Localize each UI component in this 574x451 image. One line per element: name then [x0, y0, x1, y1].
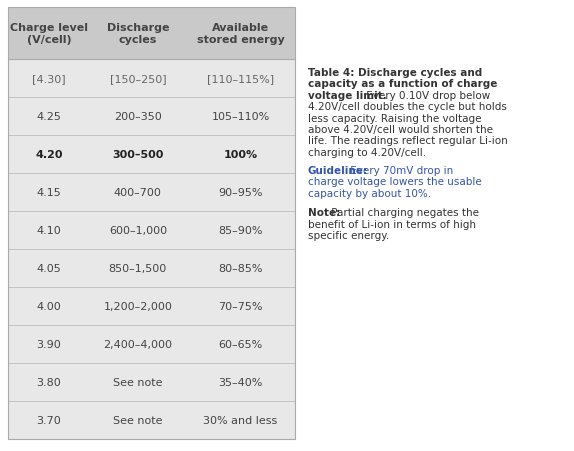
Text: specific energy.: specific energy.: [308, 230, 389, 240]
Text: 3.80: 3.80: [37, 377, 61, 387]
Text: [4.30]: [4.30]: [32, 74, 65, 84]
Text: capacity as a function of charge: capacity as a function of charge: [308, 79, 498, 89]
Text: Partial charging negates the: Partial charging negates the: [328, 208, 479, 218]
Bar: [8, 8, 295, 439]
Text: 1,200–2,000: 1,200–2,000: [103, 301, 172, 311]
Text: 30% and less: 30% and less: [203, 415, 278, 425]
Bar: [8, 8, 295, 60]
Text: 105–110%: 105–110%: [211, 112, 270, 122]
Text: 80–85%: 80–85%: [218, 263, 263, 273]
Text: Every 70mV drop in: Every 70mV drop in: [347, 166, 453, 175]
Text: See note: See note: [113, 415, 162, 425]
Text: above 4.20V/cell would shorten the: above 4.20V/cell would shorten the: [308, 125, 493, 135]
Text: Available
stored energy: Available stored energy: [196, 23, 284, 45]
Text: 3.70: 3.70: [37, 415, 61, 425]
Text: Guideline:: Guideline:: [308, 166, 368, 175]
Text: 4.20: 4.20: [35, 150, 63, 160]
Text: 300–500: 300–500: [112, 150, 164, 160]
Text: 600–1,000: 600–1,000: [109, 226, 167, 235]
Text: 90–95%: 90–95%: [218, 188, 263, 198]
Text: Charge level
(V/cell): Charge level (V/cell): [10, 23, 88, 45]
Text: [150–250]: [150–250]: [110, 74, 166, 84]
Text: 3.90: 3.90: [37, 339, 61, 349]
Text: voltage limit.: voltage limit.: [308, 91, 387, 101]
Text: 35–40%: 35–40%: [218, 377, 263, 387]
Text: 4.25: 4.25: [37, 112, 61, 122]
Text: charging to 4.20V/cell.: charging to 4.20V/cell.: [308, 147, 426, 157]
Bar: [8, 8, 295, 439]
Text: Note:: Note:: [308, 208, 340, 218]
Text: less capacity. Raising the voltage: less capacity. Raising the voltage: [308, 113, 482, 123]
Text: 70–75%: 70–75%: [218, 301, 263, 311]
Text: 850–1,500: 850–1,500: [108, 263, 167, 273]
Text: life. The readings reflect regular Li-ion: life. The readings reflect regular Li-io…: [308, 136, 508, 146]
Text: 85–90%: 85–90%: [218, 226, 263, 235]
Text: 100%: 100%: [223, 150, 258, 160]
Text: 4.10: 4.10: [37, 226, 61, 235]
Text: 4.00: 4.00: [37, 301, 61, 311]
Text: [110–115%]: [110–115%]: [207, 74, 274, 84]
Text: Table 4: Discharge cycles and: Table 4: Discharge cycles and: [308, 68, 482, 78]
Text: charge voltage lowers the usable: charge voltage lowers the usable: [308, 177, 482, 187]
Text: 4.15: 4.15: [37, 188, 61, 198]
Text: See note: See note: [113, 377, 162, 387]
Text: 2,400–4,000: 2,400–4,000: [103, 339, 172, 349]
Text: benefit of Li-ion in terms of high: benefit of Li-ion in terms of high: [308, 219, 476, 229]
Text: 60–65%: 60–65%: [218, 339, 262, 349]
Text: 200–350: 200–350: [114, 112, 162, 122]
Text: 400–700: 400–700: [114, 188, 162, 198]
Text: capacity by about 10%.: capacity by about 10%.: [308, 189, 431, 198]
Text: 4.20V/cell doubles the cycle but holds: 4.20V/cell doubles the cycle but holds: [308, 102, 507, 112]
Text: Discharge
cycles: Discharge cycles: [107, 23, 169, 45]
Text: Every 0.10V drop below: Every 0.10V drop below: [363, 91, 490, 101]
Text: 4.05: 4.05: [37, 263, 61, 273]
